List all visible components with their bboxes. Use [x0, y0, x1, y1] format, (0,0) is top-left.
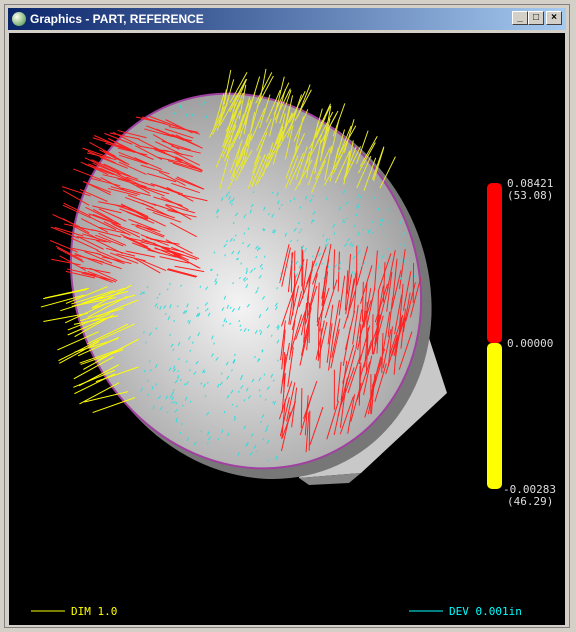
- vector: [225, 254, 226, 256]
- vector: [301, 388, 302, 428]
- vector: [190, 401, 191, 403]
- vector: [264, 256, 265, 258]
- vector: [325, 244, 326, 246]
- vector: [254, 268, 255, 270]
- vector: [192, 342, 193, 344]
- vector: [237, 405, 238, 407]
- app-icon: [12, 12, 26, 26]
- vector: [170, 334, 171, 336]
- vector: [372, 314, 373, 354]
- minimize-button[interactable]: _: [512, 11, 528, 25]
- vector: [207, 308, 208, 310]
- dev-label: DEV 0.001in: [449, 605, 522, 618]
- vector: [259, 389, 260, 391]
- vector: [399, 244, 400, 246]
- window-title: Graphics - PART, REFERENCE: [30, 8, 204, 30]
- window: Graphics - PART, REFERENCE _ □ × 0.08421…: [4, 4, 570, 628]
- title-bar: Graphics - PART, REFERENCE _ □ ×: [8, 8, 566, 30]
- color-bar-red: [487, 183, 502, 343]
- vector: [173, 391, 174, 393]
- graphics-view: 0.08421 (53.08) 0.00000 -0.00283 (46.29)…: [9, 33, 565, 625]
- vector: [268, 460, 269, 462]
- vector: [294, 198, 295, 200]
- max-percent: (53.08): [507, 189, 553, 202]
- close-button[interactable]: ×: [546, 11, 562, 25]
- vector: [224, 411, 225, 413]
- vector: [257, 450, 258, 452]
- vector: [208, 442, 209, 444]
- vector: [323, 235, 324, 237]
- vector: [148, 394, 149, 396]
- vector: [144, 370, 145, 372]
- vector: [291, 252, 292, 292]
- dim-label: DIM 1.0: [71, 605, 117, 618]
- vector: [378, 263, 379, 265]
- mid-value: 0.00000: [507, 337, 553, 350]
- vector: [388, 248, 389, 250]
- vector: [238, 391, 239, 393]
- vector: [157, 307, 158, 309]
- maximize-button[interactable]: □: [528, 11, 544, 25]
- min-percent: (46.29): [507, 495, 553, 508]
- vector: [221, 373, 222, 375]
- vector: [200, 286, 201, 288]
- color-bar-yellow: [487, 343, 502, 489]
